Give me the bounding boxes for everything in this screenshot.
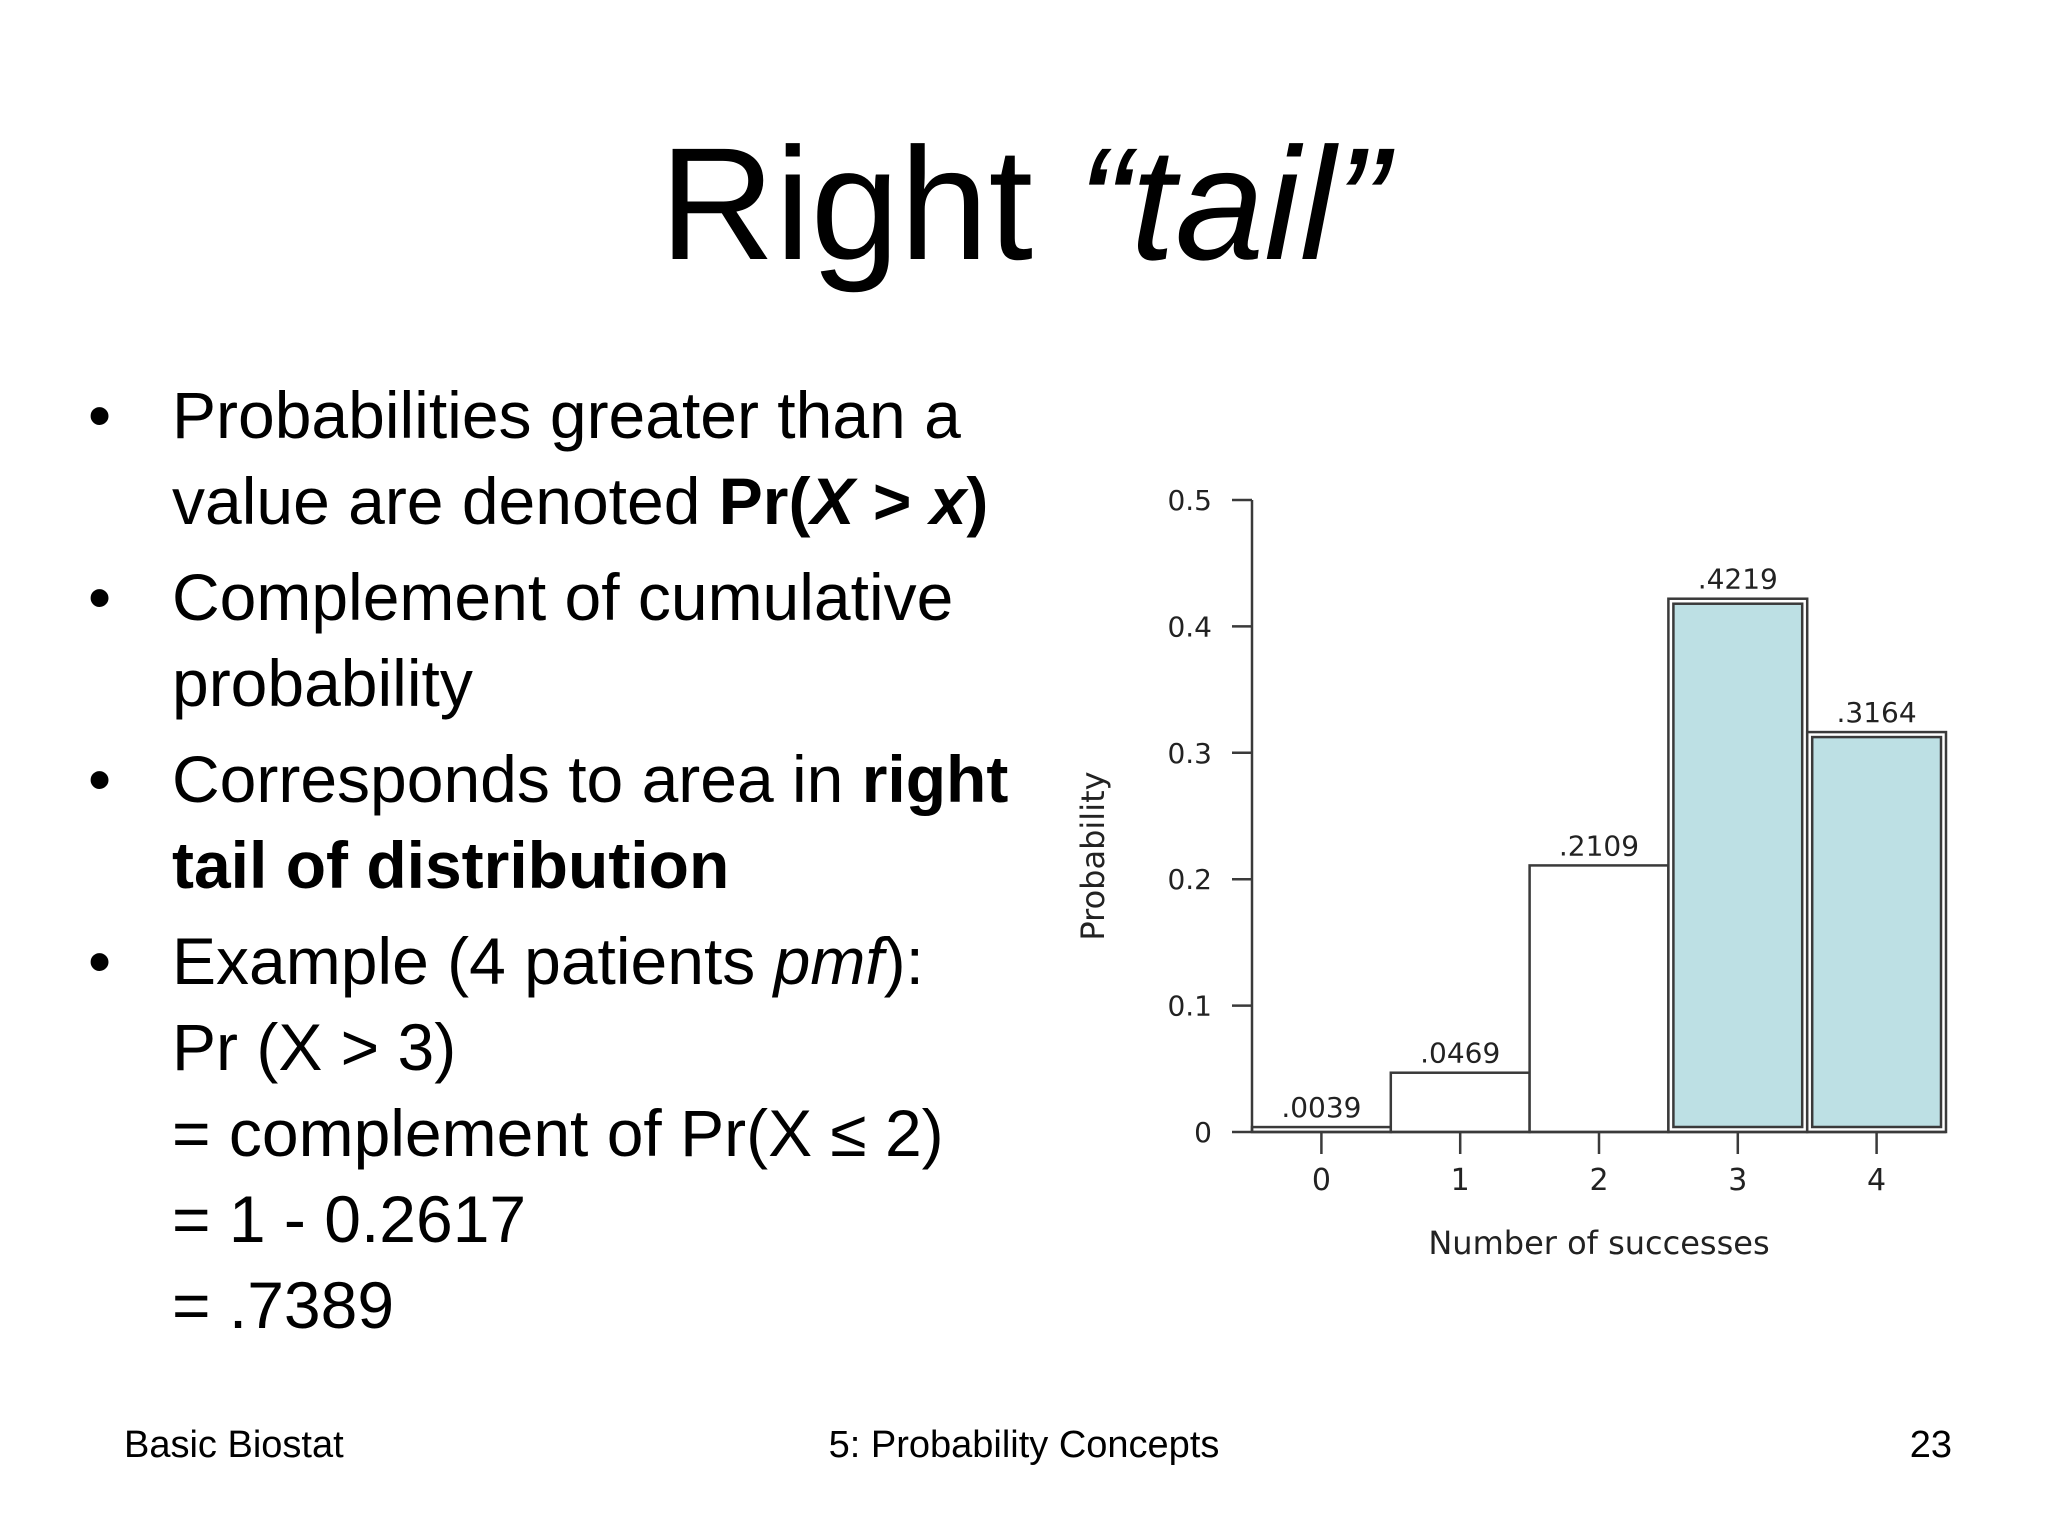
bar-data-label: .4219 bbox=[1698, 563, 1778, 596]
bullet-text-segment: Corresponds to area in bbox=[172, 742, 862, 816]
bullet-text-segment: Pr( bbox=[718, 464, 811, 538]
bullet-line: Probabilities greater than a bbox=[172, 372, 1078, 458]
bullet-text-segment: X bbox=[810, 464, 855, 538]
bar-data-label: .2109 bbox=[1559, 829, 1639, 862]
bar bbox=[1389, 1071, 1531, 1134]
x-tick-label: 4 bbox=[1867, 1163, 1886, 1198]
bullet-line: probability bbox=[172, 640, 1078, 726]
bullet-marker: • bbox=[88, 742, 112, 816]
footer-page-number: 23 bbox=[1909, 1424, 1952, 1466]
y-tick-label: 0.3 bbox=[1167, 737, 1212, 770]
bullet-text-segment: pmf bbox=[773, 924, 884, 998]
bullet-text-segment: tail of distribution bbox=[172, 828, 730, 902]
bullet-text-segment: probability bbox=[172, 646, 473, 720]
y-tick-label: 0.1 bbox=[1167, 990, 1212, 1023]
bullet-text-segment: ) bbox=[966, 464, 989, 538]
bar-highlighted bbox=[1810, 735, 1943, 1129]
y-tick-label: 0.5 bbox=[1167, 484, 1212, 517]
bullet-text-segment: Complement of cumulative bbox=[172, 560, 954, 634]
bullet-text-segment: > bbox=[854, 464, 930, 538]
footer-left: Basic Biostat bbox=[124, 1424, 344, 1466]
x-tick-label: 0 bbox=[1312, 1163, 1331, 1198]
bar-data-label: .0469 bbox=[1420, 1037, 1500, 1070]
bar-data-label: .3164 bbox=[1837, 696, 1917, 729]
bullet-text-segment: Probabilities greater than a bbox=[172, 378, 961, 452]
slide-title: Right “tail” bbox=[0, 112, 2048, 296]
bullet-text-segment: ): bbox=[883, 924, 924, 998]
bullet-line: tail of distribution bbox=[172, 822, 1078, 908]
y-axis-title: Probability bbox=[1074, 771, 1112, 940]
bullet-text-segment: Pr (X > 3) bbox=[172, 1010, 457, 1084]
bullet-line: Pr (X > 3) bbox=[172, 1004, 1078, 1090]
bar bbox=[1528, 864, 1670, 1134]
bullet-item: • Example (4 patients pmf): Pr (X > 3) = co… bbox=[88, 918, 1078, 1348]
footer-center: 5: Probability Concepts bbox=[828, 1424, 1220, 1466]
bullet-text-segment: = 1 - 0.2617 bbox=[172, 1182, 527, 1256]
bullet-item: • Probabilities greater than a value are d… bbox=[88, 372, 1078, 544]
bullet-text-segment: x bbox=[929, 464, 967, 538]
bullet-line: Example (4 patients pmf): bbox=[172, 918, 1078, 1004]
bullet-item: • Complement of cumulative probability bbox=[88, 554, 1078, 726]
bullet-line: value are denoted Pr(X > x) bbox=[172, 458, 1078, 544]
bullet-line: Corresponds to area in right bbox=[172, 736, 1078, 822]
bullet-line: Complement of cumulative bbox=[172, 554, 1078, 640]
bullet-text-segment: = .7389 bbox=[172, 1268, 395, 1342]
y-tick-label: 0 bbox=[1194, 1116, 1212, 1149]
x-tick-label: 1 bbox=[1451, 1163, 1470, 1198]
bullet-line: = .7389 bbox=[172, 1262, 1078, 1348]
bullet-marker: • bbox=[88, 378, 112, 452]
x-axis-title: Number of successes bbox=[1428, 1224, 1769, 1262]
bullet-text-segment: Example (4 patients bbox=[172, 924, 774, 998]
probability-bar-chart: .0039 .0469 .2109 .4219 .3164 0 0.1 0.2 0.3 0.4 0.… bbox=[1060, 470, 1970, 1290]
bullet-line: = 1 - 0.2617 bbox=[172, 1176, 1078, 1262]
bar-highlighted bbox=[1672, 602, 1804, 1129]
bullet-text-segment: = complement of Pr(X ≤ 2) bbox=[172, 1096, 944, 1170]
bullet-marker: • bbox=[88, 924, 112, 998]
chart-svg: .0039 .0469 .2109 .4219 .3164 0 0.1 0.2 0.3 0.4 0.… bbox=[1074, 484, 1948, 1262]
bullet-text-segment: value are denoted bbox=[172, 464, 719, 538]
bullet-item: • Corresponds to area in right tail of dis… bbox=[88, 736, 1078, 908]
bar-data-label: .0039 bbox=[1281, 1091, 1361, 1124]
x-tick-label: 2 bbox=[1589, 1163, 1608, 1198]
bullet-marker: • bbox=[88, 560, 112, 634]
y-tick-label: 0.2 bbox=[1167, 863, 1212, 896]
bullet-text-segment: right bbox=[861, 742, 1009, 816]
x-tick-label: 3 bbox=[1728, 1163, 1747, 1198]
title-plain: Right bbox=[659, 114, 1078, 293]
y-tick-label: 0.4 bbox=[1167, 610, 1212, 643]
bullet-list: • Probabilities greater than a value are d… bbox=[88, 372, 1078, 1358]
bullet-line: = complement of Pr(X ≤ 2) bbox=[172, 1090, 1078, 1176]
title-italic: “tail” bbox=[1077, 114, 1389, 293]
